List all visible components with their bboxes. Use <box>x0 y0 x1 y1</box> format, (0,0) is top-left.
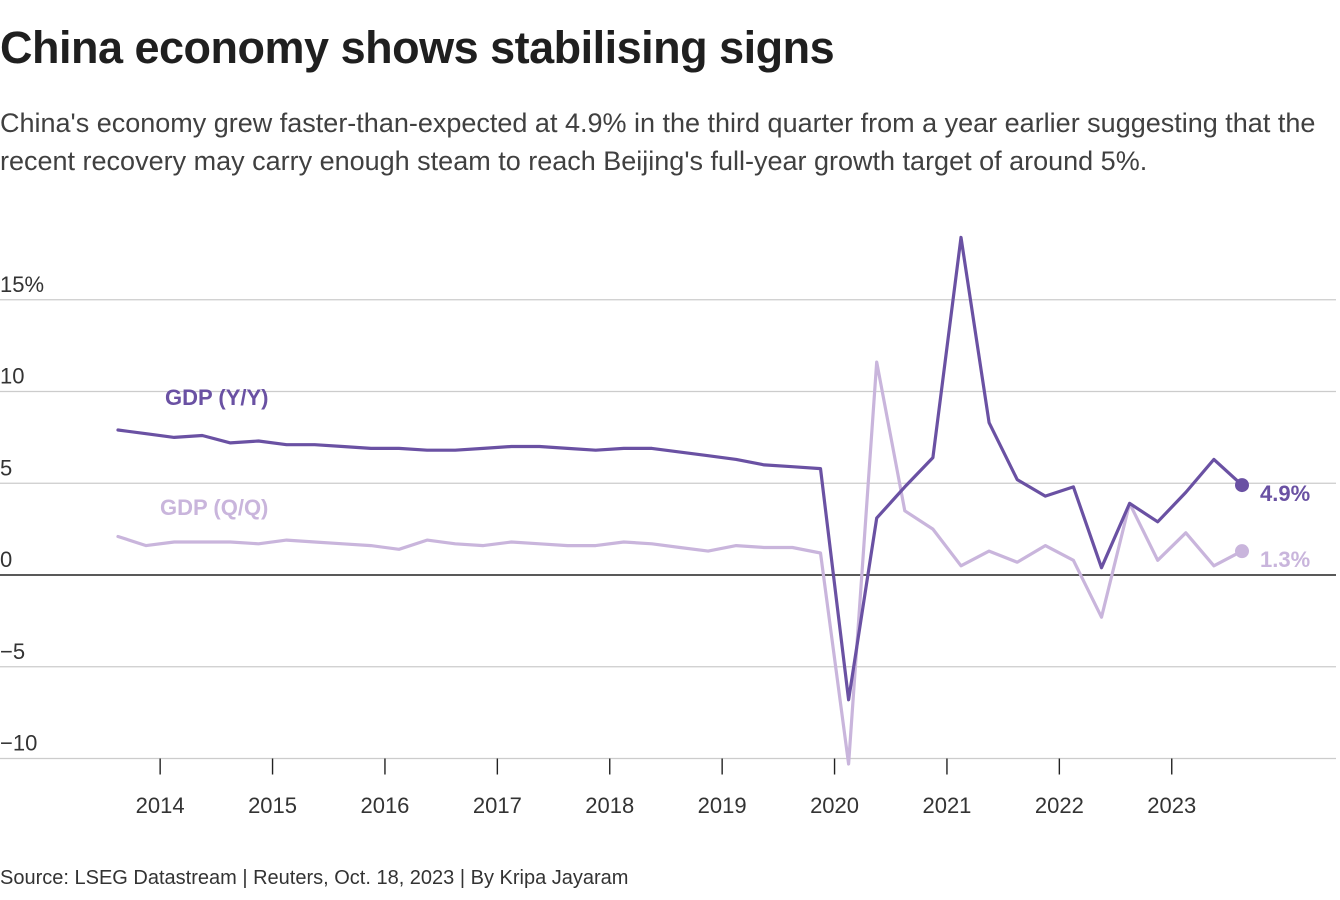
x-tick-label: 2020 <box>810 793 859 818</box>
x-tick-label: 2022 <box>1035 793 1084 818</box>
gdp-line-chart: 15% 10 5 0 −5 −10 2014 2015 2016 2017 2018 2019 202… <box>0 235 1336 818</box>
y-tick-label: 0 <box>0 547 12 572</box>
y-tick-label: −10 <box>0 731 37 756</box>
gridlines <box>0 299 1336 760</box>
end-value-label-gdp-yy: 4.9% <box>1260 481 1310 506</box>
source-note: Source: LSEG Datastream | Reuters, Oct. … <box>0 867 629 889</box>
x-tick-label: 2019 <box>698 793 747 818</box>
y-tick-label: 10 <box>0 364 24 389</box>
series-line-gdp-qq <box>116 360 1244 766</box>
y-tick-label: 5 <box>0 455 12 480</box>
x-tick-label: 2017 <box>473 793 522 818</box>
chart-title: China economy shows stabilising signs <box>0 22 835 73</box>
x-tick-label: 2015 <box>248 793 297 818</box>
y-tick-label: 15% <box>0 272 44 297</box>
series-label-gdp-qq: GDP (Q/Q) <box>160 495 268 520</box>
x-axis-ticks: 2014 2015 2016 2017 2018 2019 2020 2021 2022 2023 <box>136 758 1196 818</box>
series-label-gdp-yy: GDP (Y/Y) <box>165 385 269 410</box>
end-point-gdp-qq <box>1235 544 1249 559</box>
x-tick-label: 2023 <box>1147 793 1196 818</box>
y-axis-ticks: 15% 10 5 0 −5 −10 <box>0 272 44 756</box>
x-tick-label: 2018 <box>585 793 634 818</box>
end-point-gdp-yy <box>1235 478 1249 493</box>
x-tick-label: 2014 <box>136 793 185 818</box>
y-tick-label: −5 <box>0 639 25 664</box>
x-tick-label: 2021 <box>922 793 971 818</box>
end-value-label-gdp-qq: 1.3% <box>1260 547 1310 572</box>
x-tick-label: 2016 <box>360 793 409 818</box>
series <box>116 235 1249 766</box>
series-line-gdp-yy <box>116 235 1244 702</box>
chart-subtitle: China's economy grew faster-than-expecte… <box>0 108 1316 176</box>
series-labels: 1.3% 4.9% GDP (Y/Y) GDP (Q/Q) <box>160 385 1310 572</box>
